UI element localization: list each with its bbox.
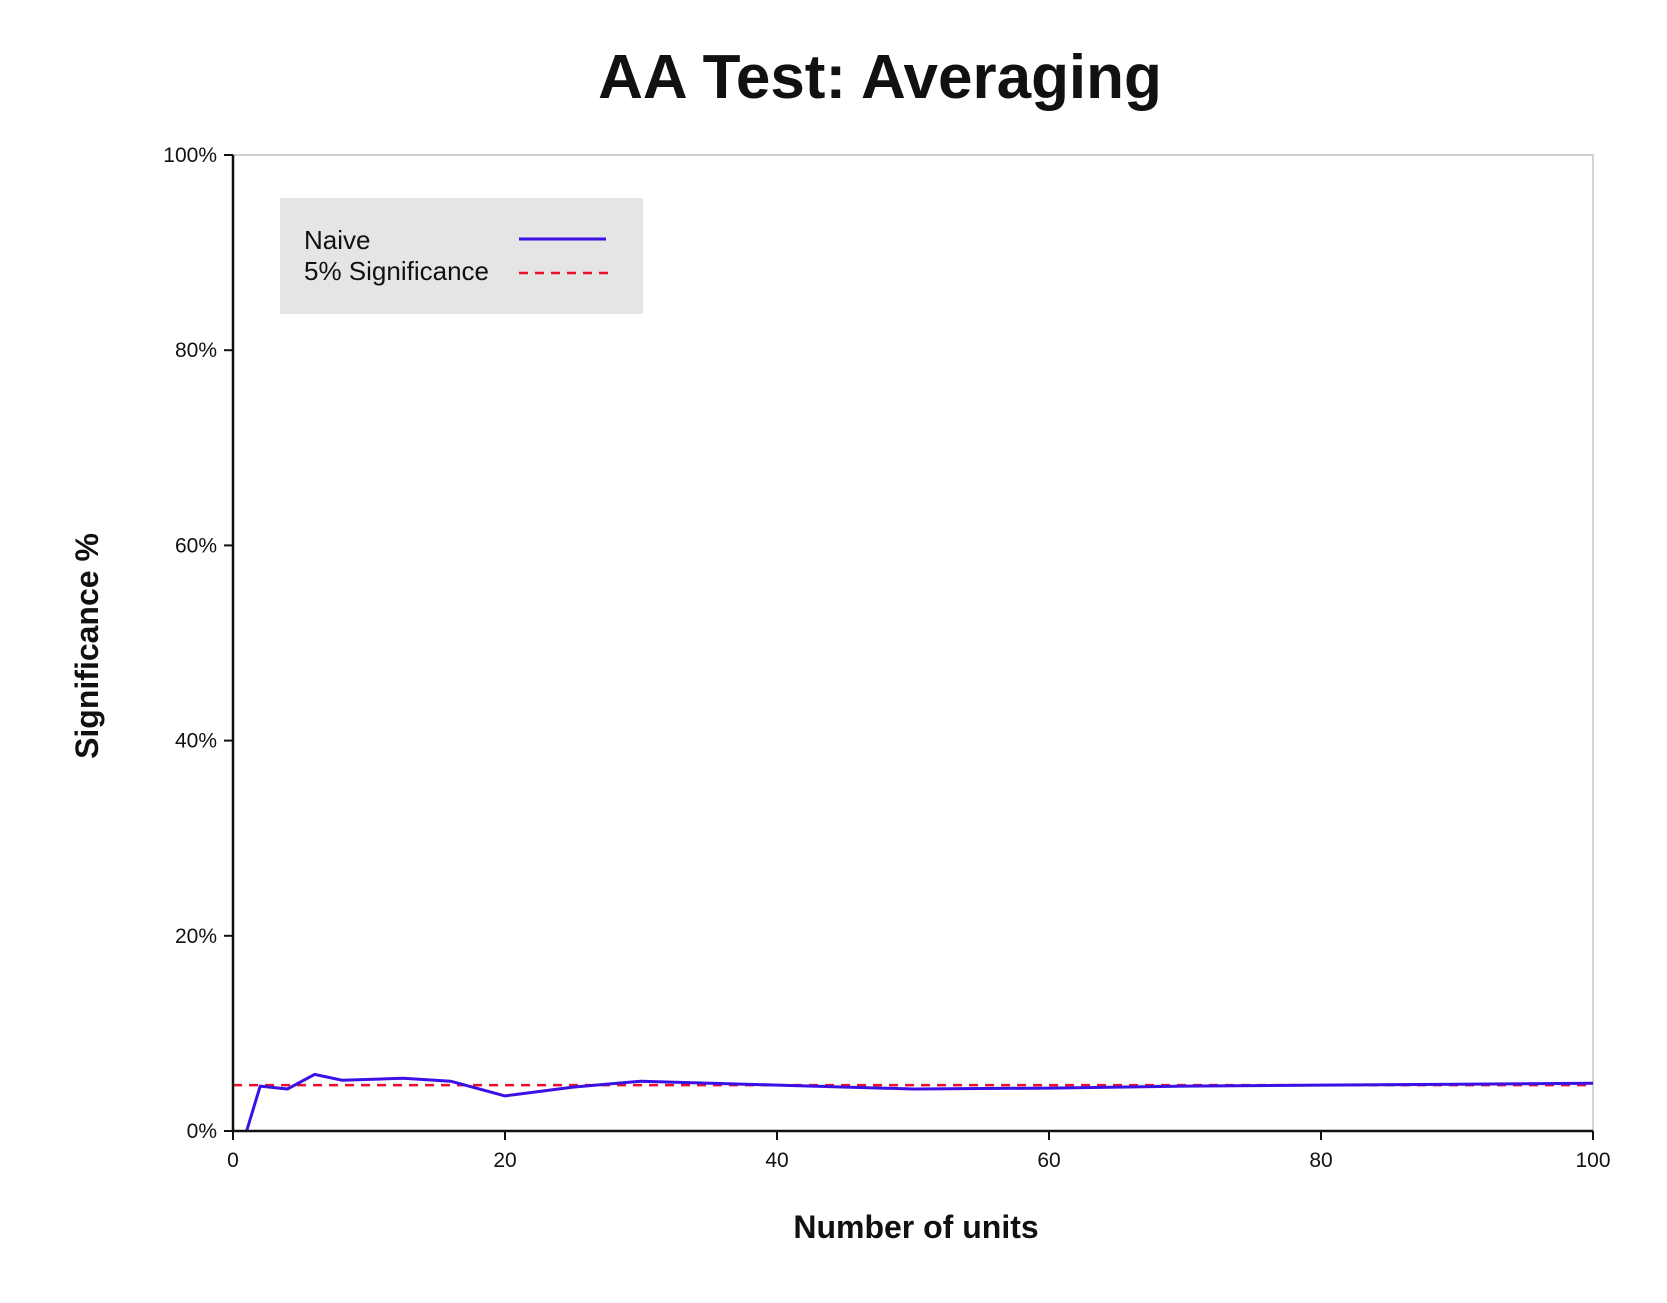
legend: Naive 5% Significance [280, 198, 643, 314]
y-tick-label: 60% [175, 534, 217, 557]
x-tick-label: 0 [227, 1149, 239, 1172]
y-tick-label: 40% [175, 730, 217, 753]
y-axis-label: Significance % [69, 533, 105, 759]
chart-title: AA Test: Averaging [598, 43, 1162, 112]
x-tick-label: 100 [1575, 1149, 1610, 1172]
x-axis-label: Number of units [793, 1209, 1038, 1245]
legend-label-5pct-significance: 5% Significance [304, 256, 489, 286]
series-line-naive [245, 1072, 1594, 1132]
x-tick-label: 20 [493, 1149, 516, 1172]
y-tick-label: 0% [187, 1120, 217, 1143]
legend-box [280, 198, 643, 314]
x-tick-label: 40 [765, 1149, 788, 1172]
legend-label-naive: Naive [304, 225, 370, 255]
y-tick-label: 80% [175, 339, 217, 362]
ticks-layer: 0 20 40 60 80 100 0% 20% 40% 60% 80% 100% [163, 144, 1610, 1172]
series-layer [233, 1072, 1594, 1132]
x-tick-label: 80 [1309, 1149, 1332, 1172]
x-tick-label: 60 [1037, 1149, 1060, 1172]
y-tick-label: 20% [175, 925, 217, 948]
y-tick-label: 100% [163, 144, 217, 167]
